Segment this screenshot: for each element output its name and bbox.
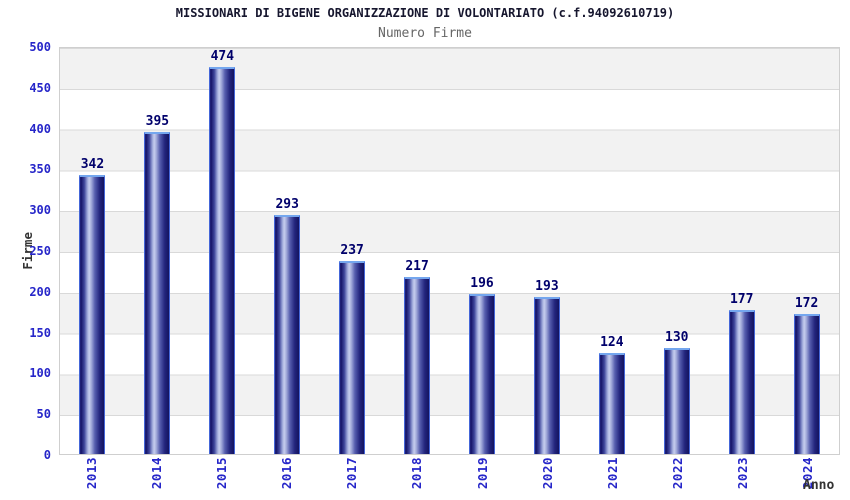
y-tick-label: 250 <box>29 244 51 258</box>
bar-2021 <box>598 352 625 454</box>
bar-2019 <box>468 294 495 454</box>
bar-column: 474 <box>190 48 255 454</box>
bar-column: 193 <box>514 48 579 454</box>
bar-2022 <box>663 347 690 454</box>
x-tick-label: 2023 <box>734 457 750 490</box>
bar-column: 237 <box>320 48 385 454</box>
y-tick-label: 300 <box>29 203 51 218</box>
y-tick-label: 200 <box>29 284 51 299</box>
plot-area: 342 395 474 293 237 217 196 193 124 130 177 172 <box>59 47 840 455</box>
y-tick-label: 500 <box>29 40 51 54</box>
bar-2024 <box>793 313 820 454</box>
y-tick-label: 100 <box>29 366 51 381</box>
x-tick-label: 2020 <box>539 457 555 490</box>
x-tick-label: 2015 <box>214 457 230 490</box>
bar-value-label: 124 <box>600 334 624 350</box>
bar-column: 177 <box>709 48 774 454</box>
bar-value-label: 217 <box>405 258 429 274</box>
bar-column: 172 <box>774 48 839 454</box>
bar-2016 <box>274 214 301 454</box>
bar-2013 <box>79 174 106 454</box>
x-label-slot: 2016 <box>254 457 319 499</box>
y-axis-ticks: 0 50 100 150 200 250 300 350 400 450 500 <box>0 40 51 462</box>
chart-subtitle: Numero Firme <box>378 26 472 41</box>
x-label-slot: 2014 <box>124 457 189 499</box>
x-label-slot: 2022 <box>645 457 710 499</box>
bar-value-label: 237 <box>340 242 364 258</box>
bar-column: 196 <box>450 48 515 454</box>
x-label-slot: 2019 <box>449 457 514 499</box>
x-label-slot: 2018 <box>384 457 449 499</box>
y-tick-label: 50 <box>36 407 51 422</box>
x-axis-labels: 2013 2014 2015 2016 2017 2018 2019 2020 2021 2022… <box>59 457 840 499</box>
x-label-slot: 2013 <box>59 457 124 499</box>
x-tick-label: 2013 <box>84 457 100 490</box>
bar-2014 <box>144 131 171 454</box>
bar-value-label: 342 <box>80 156 105 172</box>
bar-value-label: 395 <box>145 113 170 129</box>
y-tick-label: 0 <box>43 448 51 462</box>
bar-column: 124 <box>579 48 644 454</box>
bar-value-label: 196 <box>470 276 494 292</box>
x-tick-label: 2017 <box>344 457 360 490</box>
bar-value-label: 193 <box>535 278 559 294</box>
x-label-slot: 2021 <box>580 457 645 499</box>
x-label-slot: 2015 <box>189 457 254 499</box>
bar-value-label: 130 <box>665 329 689 345</box>
bar-column: 395 <box>125 48 190 454</box>
x-tick-label: 2016 <box>279 457 295 490</box>
y-tick-label: 350 <box>29 162 51 177</box>
x-axis-title: Anno <box>803 478 835 493</box>
y-tick-label: 150 <box>29 325 51 340</box>
x-label-slot: 2020 <box>515 457 580 499</box>
x-tick-label: 2019 <box>474 457 490 490</box>
y-tick-label: 450 <box>29 80 51 95</box>
bar-2017 <box>339 260 366 454</box>
bar-2018 <box>404 276 431 454</box>
bar-value-label: 172 <box>794 295 819 311</box>
x-tick-label: 2018 <box>409 457 425 490</box>
bar-2015 <box>209 67 236 454</box>
bar-value-label: 177 <box>729 291 754 307</box>
x-tick-label: 2022 <box>669 457 685 490</box>
x-label-slot: 2017 <box>319 457 384 499</box>
bar-column: 293 <box>255 48 320 454</box>
bar-2020 <box>533 296 560 454</box>
bar-value-label: 474 <box>210 49 235 65</box>
x-tick-label: 2014 <box>149 457 165 490</box>
bar-column: 342 <box>60 48 125 454</box>
bars: 342 395 474 293 237 217 196 193 124 130 177 172 <box>60 48 839 454</box>
bar-2023 <box>728 309 755 454</box>
x-tick-label: 2021 <box>604 457 620 490</box>
x-label-slot: 2023 <box>710 457 775 499</box>
y-tick-label: 400 <box>29 121 51 136</box>
chart-title: MISSIONARI DI BIGENE ORGANIZZAZIONE DI V… <box>175 6 675 20</box>
bar-value-label: 293 <box>275 196 299 212</box>
bar-column: 130 <box>644 48 709 454</box>
bar-column: 217 <box>385 48 450 454</box>
